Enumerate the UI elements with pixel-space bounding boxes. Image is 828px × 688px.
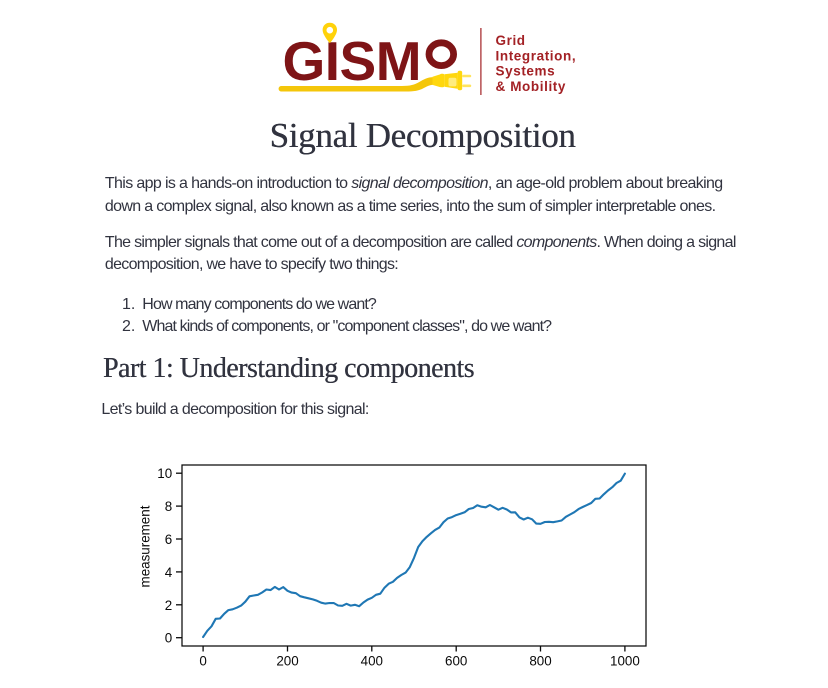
svg-text:& Mobility: & Mobility (496, 79, 567, 94)
svg-text:400: 400 (361, 653, 383, 668)
svg-text:8: 8 (165, 499, 172, 514)
svg-text:Grid: Grid (496, 33, 526, 48)
svg-text:Systems: Systems (496, 64, 556, 79)
svg-text:1000: 1000 (610, 653, 640, 668)
svg-text:GISM: GISM (283, 30, 422, 92)
svg-text:measurement: measurement (137, 505, 152, 587)
svg-text:6: 6 (165, 532, 172, 547)
svg-text:0: 0 (165, 631, 172, 646)
svg-text:200: 200 (276, 653, 298, 668)
svg-text:600: 600 (445, 653, 467, 668)
svg-text:Integration,: Integration, (496, 48, 577, 63)
svg-text:10: 10 (157, 466, 172, 481)
svg-text:0: 0 (199, 653, 206, 668)
svg-text:4: 4 (165, 565, 173, 580)
svg-text:2: 2 (165, 598, 172, 613)
svg-text:800: 800 (529, 653, 551, 668)
